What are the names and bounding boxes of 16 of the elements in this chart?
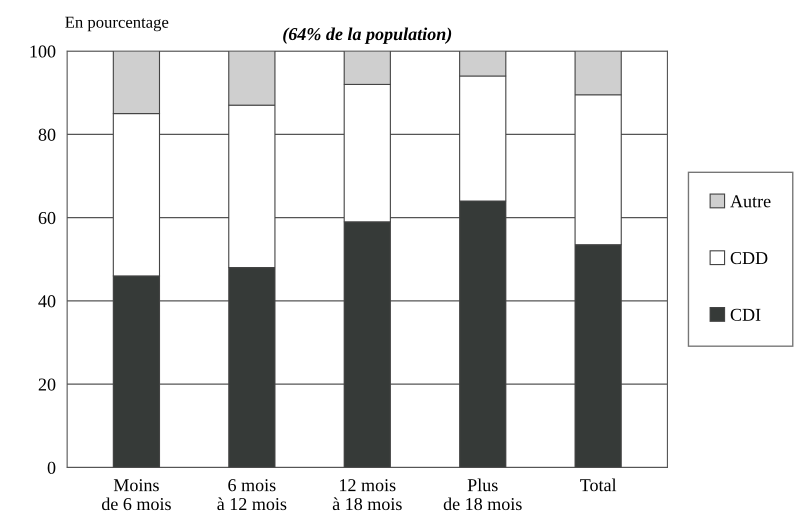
y-tick-label: 80 — [38, 128, 56, 141]
x-tick-label: Plus de 18 mois — [444, 478, 522, 510]
y-tick-label: 40 — [38, 295, 56, 308]
legend-label: CDD — [730, 252, 768, 264]
y-axis-title: En pourcentage — [65, 16, 168, 32]
y-tick-label: 60 — [38, 212, 56, 224]
y-tick-label: 0 — [48, 462, 56, 474]
x-tick-label: Total — [580, 478, 616, 492]
y-tick-label: 20 — [38, 378, 56, 391]
x-tick-label: 12 mois à 18 mois — [332, 479, 402, 510]
x-tick-label: 6 mois à 12 mois — [217, 479, 286, 510]
y-tick-label: 100 — [30, 45, 56, 58]
legend-label: Autre — [730, 195, 770, 208]
chart-title: (64% de la population) — [283, 27, 452, 44]
legend-label: CDI — [730, 308, 760, 321]
x-tick-label: Moins de 6 mois — [102, 479, 171, 510]
